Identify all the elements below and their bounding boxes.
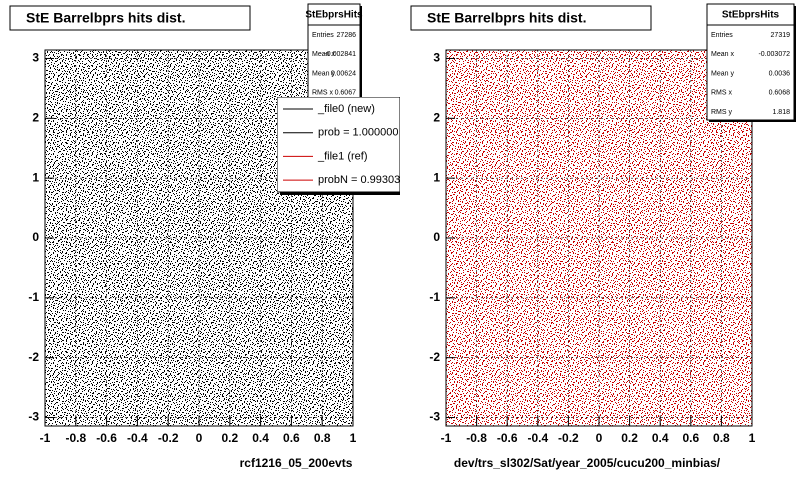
x-tick-label: -0.8 <box>466 431 487 445</box>
x-tick-label: 0.2 <box>621 431 638 445</box>
x-tick-label: 0.4 <box>652 431 669 445</box>
stats-label: Entries <box>711 32 733 39</box>
y-tick-label: -3 <box>28 410 39 424</box>
stats-label: Mean x <box>312 51 335 58</box>
x-tick-label: 0.2 <box>221 431 238 445</box>
chart-title: StE Barrelbprs hits dist. <box>427 10 586 26</box>
y-tick-label: 2 <box>32 110 39 124</box>
stats-label: Mean x <box>711 51 734 58</box>
x-tick-label: -1 <box>441 431 452 445</box>
title-box <box>410 5 652 31</box>
y-tick-label: -2 <box>28 350 39 364</box>
x-axis-label: rcf1216_05_200evts <box>240 456 353 470</box>
stats-label: Mean y <box>711 70 734 77</box>
y-tick-label: 3 <box>433 51 440 65</box>
title-box <box>9 5 251 31</box>
stats-value: 0.6067 <box>335 90 357 97</box>
frame <box>44 49 354 427</box>
y-tick-label: 2 <box>433 110 440 124</box>
x-tick-label: -0.8 <box>65 431 86 445</box>
y-tick-label: -1 <box>429 290 440 304</box>
x-tick-label: -1 <box>40 431 51 445</box>
legend-label: prob = 1.000000 <box>318 127 398 139</box>
y-tick-label: 0 <box>32 230 39 244</box>
x-tick-label: 1 <box>749 431 756 445</box>
x-tick-label: 0 <box>596 431 603 445</box>
legend-label: _file1 (ref) <box>317 150 368 162</box>
x-tick-label: 0.6 <box>682 431 699 445</box>
x-tick-label: 0.8 <box>314 431 331 445</box>
stats-value: 0.6068 <box>769 90 791 97</box>
legend-box <box>277 97 400 193</box>
x-tick-label: -0.6 <box>96 431 117 445</box>
x-tick-label: -0.6 <box>497 431 518 445</box>
stats-title: StEbprsHits <box>722 10 780 21</box>
y-tick-label: -3 <box>429 410 440 424</box>
x-tick-label: -0.4 <box>527 431 548 445</box>
stats-label: Mean y <box>312 70 335 77</box>
x-tick-label: -0.2 <box>158 431 179 445</box>
x-tick-label: 0.8 <box>713 431 730 445</box>
stats-title: StEbprsHits <box>305 10 363 21</box>
stats-value: -0.002841 <box>324 51 356 58</box>
y-tick-label: -1 <box>28 290 39 304</box>
y-tick-label: 1 <box>32 170 39 184</box>
legend: _file0 (new) prob = 1.000000 _file1 (ref) p… <box>277 97 400 195</box>
x-axis-label: dev/trs_sl302/Sat/year_2005/cucu200_minb… <box>454 456 721 470</box>
stats-label: Entries <box>312 32 334 39</box>
stats-value: 27286 <box>337 32 357 39</box>
stats-value: -0.003072 <box>758 51 790 58</box>
x-tick-label: -0.2 <box>558 431 579 445</box>
stats-box <box>706 3 795 121</box>
x-tick-label: -0.4 <box>127 431 148 445</box>
stats-value: 27319 <box>771 32 791 39</box>
stats-label: RMS x <box>711 90 733 97</box>
x-tick-label: 0.6 <box>283 431 300 445</box>
x-tick-label: 0 <box>196 431 203 445</box>
stats-label: RMS x <box>312 90 334 97</box>
stats-value: 1.818 <box>772 109 790 116</box>
stats-value: 0.00624 <box>331 70 356 77</box>
y-tick-label: -2 <box>429 350 440 364</box>
stats-value: 0.0036 <box>769 70 791 77</box>
frame <box>445 49 753 427</box>
legend-label: probN = 0.99303 <box>318 174 400 186</box>
x-tick-label: 0.4 <box>252 431 269 445</box>
stats-label: RMS y <box>711 109 733 116</box>
y-tick-label: 0 <box>433 230 440 244</box>
x-tick-label: 1 <box>350 431 357 445</box>
legend-label: _file0 (new) <box>317 103 375 115</box>
y-tick-label: 3 <box>32 51 39 65</box>
chart-title: StE Barrelbprs hits dist. <box>26 10 185 26</box>
y-tick-label: 1 <box>433 170 440 184</box>
